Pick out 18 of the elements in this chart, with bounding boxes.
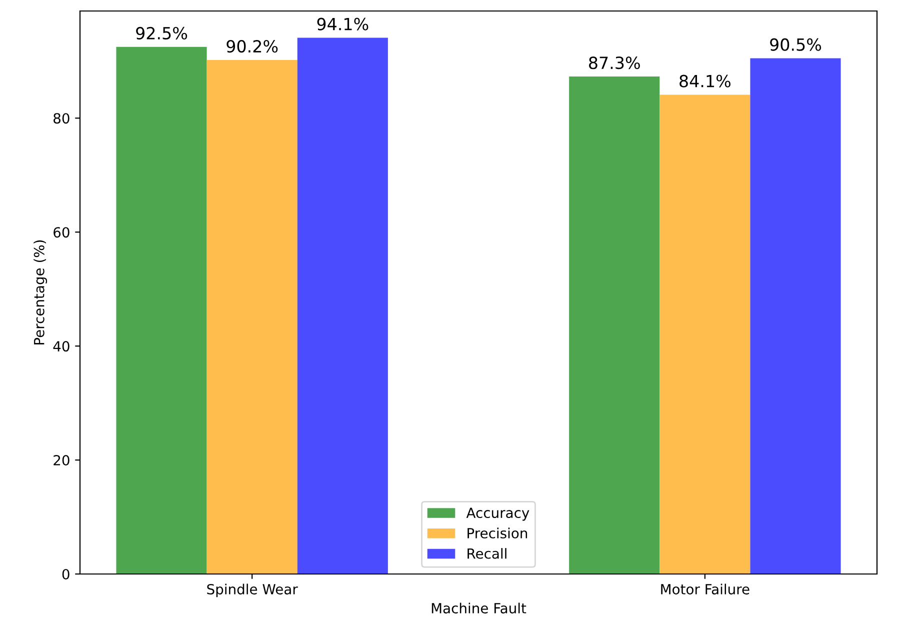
y-tick-label: 80 xyxy=(54,113,70,124)
x-tick-label: Motor Failure xyxy=(661,584,750,594)
data-label: 94.1% xyxy=(317,18,368,30)
y-tick-label: 60 xyxy=(54,227,70,238)
legend-label: Precision xyxy=(468,528,528,538)
legend-label: Recall xyxy=(468,548,506,559)
data-label: 87.3% xyxy=(589,56,640,70)
y-tick-label: 0 xyxy=(62,568,70,580)
data-label: 92.5% xyxy=(136,26,188,40)
legend-label: Accuracy xyxy=(466,508,530,521)
x-axis-title: Machine Fault xyxy=(432,602,526,614)
y-tick-label: 40 xyxy=(53,341,70,352)
data-label: 90.2% xyxy=(226,40,278,53)
x-tick-label: Spindle Wear xyxy=(207,584,298,598)
data-label: 84.1% xyxy=(680,74,730,88)
data-label: 90.5% xyxy=(770,38,822,51)
y-tick-label: 20 xyxy=(54,455,70,466)
y-axis-title: Percentage (%) xyxy=(34,240,48,344)
